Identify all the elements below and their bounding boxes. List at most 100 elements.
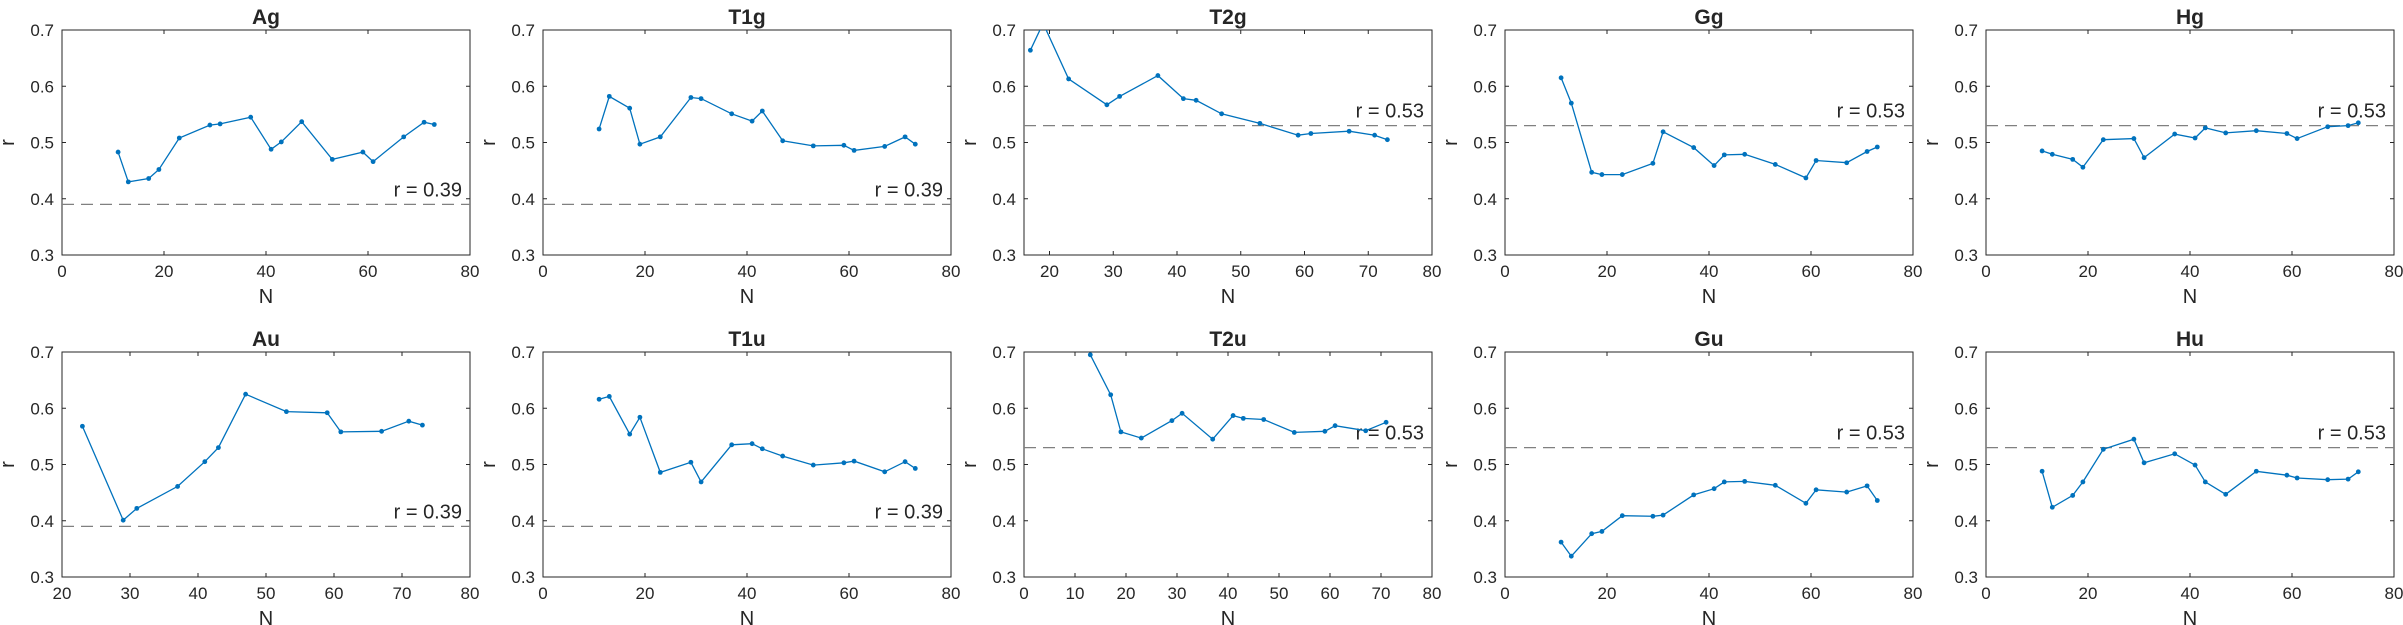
data-point [80,423,85,429]
x-tick-label: 80 [1904,584,1923,603]
data-point [698,479,704,485]
data-point [2141,460,2147,466]
series-group [596,394,918,485]
data-point [2141,155,2147,161]
axes-frame [1985,351,2395,578]
y-tick-label: 0.7 [30,343,54,362]
data-point [851,147,857,153]
data-point [1691,145,1697,150]
data-point [1650,160,1656,166]
data-point [2223,130,2229,136]
x-tick-label: 80 [461,584,480,603]
data-point [1179,410,1185,416]
y-tick-label: 0.3 [1473,568,1497,587]
y-axis-label: r [1921,461,1943,468]
x-tick-label: 60 [2283,262,2302,281]
data-point [1261,417,1267,422]
data-point [1193,97,1199,103]
y-tick-label: 0.7 [992,343,1016,362]
y-tick-label: 0.6 [1473,399,1497,418]
data-point [1087,352,1093,358]
data-point [841,460,847,466]
data-point [2039,148,2045,154]
data-point [1772,162,1778,167]
x-tick-label: 0 [1981,584,1990,603]
x-tick-label: 60 [1802,584,1821,603]
data-point [912,141,918,147]
x-tick-label: 20 [53,584,72,603]
data-point [2049,151,2055,157]
chart-title: Au [252,328,280,351]
data-point [2355,120,2361,126]
data-point [146,176,152,181]
y-tick-label: 0.5 [30,134,54,153]
axes-frame [61,29,471,256]
data-point [1813,487,1819,493]
data-point [2070,493,2076,498]
data-point [2223,491,2229,497]
reference-label: r = 0.39 [875,179,943,201]
data-point [1240,415,1246,421]
series-line [598,95,916,152]
y-tick-label: 0.6 [511,399,535,418]
x-tick-label: 20 [636,584,655,603]
panel-t2u: T2u 0 10 20 30 40 50 60 70 80 0.3 0.4 0.5 0.6 0.7 Nr r =… [959,328,1441,625]
data-point [1104,102,1110,108]
data-point [248,114,254,120]
reference-label: r = 0.53 [2318,101,2386,123]
x-tick-label: 60 [840,584,859,603]
data-point [2192,135,2198,141]
data-point [2325,477,2331,483]
series-group [115,114,437,185]
y-tick-label: 0.4 [30,512,54,531]
series-line [2041,122,2359,169]
x-tick-label: 20 [1598,262,1617,281]
axes-frame [1023,351,1433,578]
x-tick-label: 80 [2385,262,2403,281]
data-point [1118,429,1124,435]
data-point [2294,136,2300,141]
y-axis-label: r [959,139,981,146]
data-point [1041,21,1046,26]
x-tick-label: 20 [636,262,655,281]
data-point [1568,553,1574,559]
data-point [115,149,121,155]
axes-frame [1504,351,1914,578]
series-line [598,395,916,484]
data-point [401,134,407,140]
data-point [1844,160,1850,166]
data-point [1691,492,1697,498]
y-tick-label: 0.7 [511,21,535,40]
y-tick-label: 0.7 [30,21,54,40]
data-point [278,139,284,145]
x-axis-label: N [1702,286,1716,308]
x-tick-label: 30 [1104,262,1123,281]
x-axis-label: N [740,286,754,308]
y-tick-label: 0.6 [511,77,535,96]
data-point [749,118,755,124]
x-tick-label: 70 [1372,584,1391,603]
panel-t1u: T1u 0 20 40 60 80 0.3 0.4 0.5 0.6 0.7 Nr r = 0.39 [478,328,960,625]
data-point [1257,120,1263,126]
y-tick-label: 0.7 [1473,21,1497,40]
data-point [912,466,918,471]
data-point [851,458,857,464]
axes-frame [1504,29,1914,256]
x-tick-label: 40 [2181,584,2200,603]
data-point [1230,413,1236,418]
panel-t1g: T1g 0 20 40 60 80 0.3 0.4 0.5 0.6 0.7 Nr r = 0.39 [478,6,960,308]
y-tick-label: 0.5 [511,134,535,153]
x-axis-label: N [259,608,273,625]
data-point [1864,483,1870,489]
x-tick-label: 80 [2385,584,2403,603]
data-point [406,418,412,424]
series-group [1087,352,1389,442]
x-tick-label: 0 [1500,262,1509,281]
data-point [216,445,221,451]
data-point [1295,132,1301,138]
x-tick-label: 80 [1423,584,1442,603]
y-axis-label: r [0,461,19,468]
reference-label: r = 0.39 [875,501,943,523]
data-point [421,119,427,125]
x-tick-label: 60 [1321,584,1340,603]
